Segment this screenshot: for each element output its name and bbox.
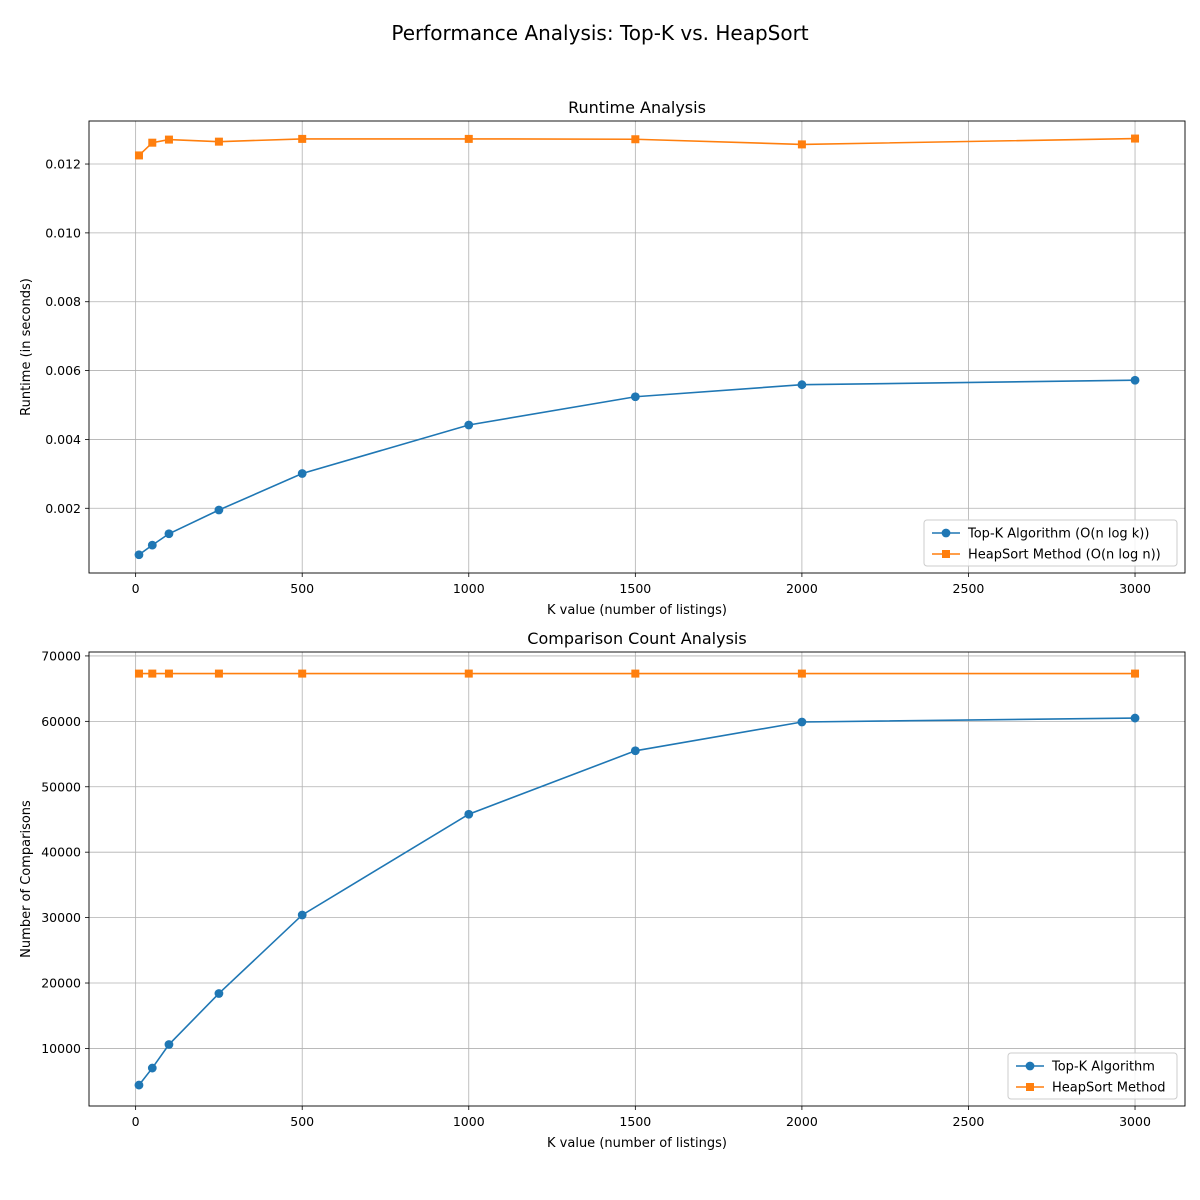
- x-tick-label: 2500: [953, 581, 985, 596]
- data-point-topk: [797, 380, 807, 390]
- legend-marker-heapsort: [942, 550, 950, 558]
- y-tick-label: 70000: [41, 648, 81, 663]
- data-point-heapsort: [464, 669, 473, 678]
- axes-frame: [88, 651, 1186, 1107]
- data-point-topk: [214, 505, 224, 515]
- data-point-heapsort: [214, 137, 223, 146]
- data-point-heapsort: [631, 135, 640, 144]
- data-point-topk: [147, 540, 157, 550]
- data-point-topk: [797, 717, 807, 727]
- x-tick-label: 2000: [786, 581, 818, 596]
- x-tick-label: 2500: [953, 1114, 985, 1129]
- data-point-heapsort: [298, 134, 307, 143]
- data-point-topk: [297, 469, 307, 478]
- figure-title: Performance Analysis: Top-K vs. HeapSort: [391, 21, 808, 45]
- data-point-heapsort: [631, 669, 640, 678]
- data-point-heapsort: [214, 669, 223, 678]
- y-axis-label: Number of Comparisons: [19, 800, 34, 958]
- x-tick-label: 1500: [619, 581, 651, 596]
- x-tick-label: 500: [290, 581, 314, 596]
- y-tick-label: 0.006: [45, 363, 81, 378]
- data-point-heapsort: [164, 135, 173, 144]
- data-point-heapsort: [1131, 669, 1140, 678]
- data-point-topk: [630, 746, 640, 756]
- data-point-heapsort: [148, 138, 157, 147]
- legend-label: Top-K Algorithm: [1051, 1060, 1155, 1075]
- legend-label: HeapSort Method: [1052, 1081, 1166, 1096]
- comparison-count-chart: 0 500 1000 1500 2000 2500 3000 10000 20000 30000 4…: [19, 629, 1186, 1151]
- y-axis-label: Runtime (in seconds): [19, 278, 34, 416]
- legend: Top-K Algorithm (O(n log k)) HeapSort Met…: [923, 519, 1178, 567]
- data-point-topk: [297, 910, 307, 920]
- y-tick-label: 0.010: [45, 225, 81, 240]
- data-point-heapsort: [164, 669, 173, 678]
- y-tick-label: 10000: [41, 1041, 81, 1056]
- x-tick-label: 1000: [453, 581, 485, 596]
- data-point-heapsort: [797, 140, 806, 149]
- data-point-heapsort: [134, 669, 143, 678]
- axes-frame: [88, 120, 1186, 574]
- data-point-heapsort: [464, 134, 473, 143]
- y-tick-label: 60000: [41, 714, 81, 729]
- y-tick-label: 0.012: [45, 157, 81, 172]
- chart-title: Runtime Analysis: [568, 98, 706, 117]
- data-point-topk: [630, 392, 640, 402]
- runtime-chart: 0 500 1000 1500 2000 2500 3000 0.002 0.004 0.006 0…: [19, 98, 1186, 618]
- y-tick-label: 40000: [41, 845, 81, 860]
- y-tick-label: 0.004: [45, 432, 81, 447]
- data-point-topk: [147, 1063, 157, 1073]
- legend-label: Top-K Algorithm (O(n log k)): [967, 527, 1149, 542]
- legend-marker-heapsort: [1026, 1083, 1034, 1091]
- chart-title: Comparison Count Analysis: [527, 629, 746, 648]
- legend-box: [1007, 1052, 1178, 1100]
- data-point-topk: [164, 529, 174, 539]
- y-tick-label: 20000: [41, 976, 81, 991]
- legend-marker-topk: [1025, 1061, 1035, 1071]
- x-tick-label: 2000: [786, 1114, 818, 1129]
- y-tick-label: 0.008: [45, 294, 81, 309]
- legend-marker-topk: [941, 528, 951, 538]
- data-point-topk: [1130, 713, 1140, 723]
- data-point-topk: [134, 1080, 144, 1090]
- data-point-heapsort: [797, 669, 806, 678]
- x-tick-label: 0: [132, 581, 140, 596]
- x-tick-label: 1000: [453, 1114, 485, 1129]
- x-tick-label: 1500: [619, 1114, 651, 1129]
- y-tick-label: 30000: [41, 910, 81, 925]
- x-tick-label: 500: [290, 1114, 314, 1129]
- legend-box: [923, 519, 1178, 567]
- x-axis-label: K value (number of listings): [547, 1136, 727, 1151]
- x-tick-label: 0: [132, 1114, 140, 1129]
- x-tick-label: 3000: [1119, 1114, 1151, 1129]
- legend: Top-K Algorithm HeapSort Method: [1007, 1052, 1178, 1100]
- data-point-topk: [464, 809, 474, 819]
- data-point-topk: [1130, 375, 1140, 385]
- x-tick-label: 3000: [1119, 581, 1151, 596]
- legend-label: HeapSort Method (O(n log n)): [968, 548, 1161, 563]
- y-tick-label: 50000: [41, 779, 81, 794]
- data-point-topk: [134, 550, 144, 560]
- data-point-topk: [214, 989, 224, 998]
- data-point-topk: [164, 1040, 174, 1049]
- series-line-topk: [138, 717, 1136, 1086]
- data-point-topk: [464, 420, 474, 430]
- data-point-heapsort: [134, 151, 143, 160]
- x-axis-label: K value (number of listings): [547, 603, 727, 618]
- y-tick-label: 0.002: [45, 501, 81, 516]
- data-point-heapsort: [298, 669, 307, 678]
- data-point-heapsort: [1131, 134, 1140, 143]
- data-point-heapsort: [148, 669, 157, 678]
